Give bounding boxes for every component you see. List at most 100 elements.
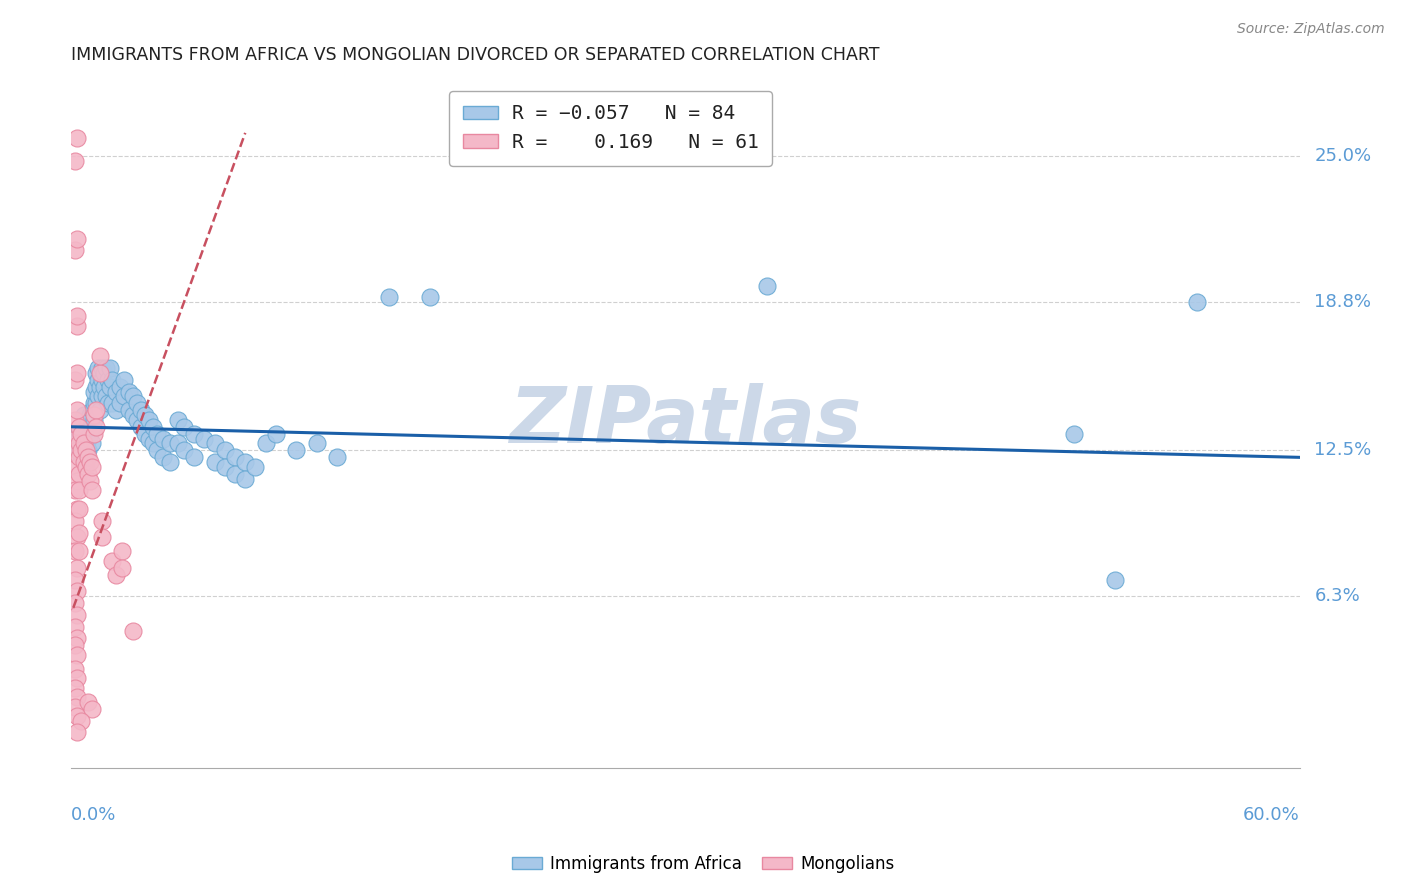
Point [72,443,94,458]
Point [66,474,89,488]
Point [87,389,110,403]
Legend: Immigrants from Africa, Mongolians: Immigrants from Africa, Mongolians [505,848,901,880]
Point [110,380,132,394]
Point [80,483,103,498]
Point [1104,573,1126,587]
Point [66,502,89,516]
Point [66,232,89,246]
Point [152,432,174,446]
Point [70,443,93,458]
Text: 60.0%: 60.0% [1243,805,1299,824]
Point [114,389,136,403]
Point [285,443,308,458]
Point [152,450,174,465]
Point [67,443,90,458]
Point [1063,426,1085,441]
Point [80,419,103,434]
Point [326,450,349,465]
Point [65,544,87,558]
Point [204,436,226,450]
Point [134,408,156,422]
Point [183,450,205,465]
Point [76,695,98,709]
Point [377,290,399,304]
Point [121,624,143,639]
Point [146,443,169,458]
Point [66,432,89,446]
Point [65,699,87,714]
Point [159,455,181,469]
Text: ZIPatlas: ZIPatlas [509,383,862,458]
Point [72,432,94,446]
Point [75,419,97,434]
Point [79,474,101,488]
Point [233,455,256,469]
Point [87,361,110,376]
Point [65,620,87,634]
Point [224,450,246,465]
Point [224,467,246,481]
Point [97,373,120,387]
Point [83,384,105,399]
Point [66,561,89,575]
Point [66,403,89,417]
Point [83,408,105,422]
Point [204,455,226,469]
Point [66,530,89,544]
Point [76,450,98,465]
Point [70,450,93,465]
Point [66,366,89,380]
Point [89,349,111,363]
Point [67,450,90,465]
Point [65,373,87,387]
Point [117,403,139,417]
Point [66,632,89,646]
Point [72,436,94,450]
Text: 12.5%: 12.5% [1315,442,1372,459]
Point [173,443,195,458]
Point [80,436,103,450]
Point [101,373,124,387]
Point [89,380,111,394]
Point [91,361,114,376]
Point [65,413,87,427]
Point [67,419,90,434]
Point [75,443,97,458]
Point [105,568,128,582]
Point [98,361,121,376]
Point [65,573,87,587]
Point [111,544,134,558]
Point [67,502,90,516]
Point [79,426,101,441]
Point [125,413,148,427]
Point [84,419,107,434]
Point [114,373,136,387]
Point [101,554,124,568]
Point [91,514,114,528]
Point [75,436,97,450]
Point [134,426,156,441]
Point [98,380,121,394]
Point [70,419,93,434]
Point [84,380,107,394]
Point [89,403,111,417]
Point [66,607,89,622]
Point [214,459,236,474]
Point [83,413,105,427]
Point [66,584,89,599]
Point [87,373,110,387]
Point [66,443,89,458]
Point [72,408,94,422]
Text: 25.0%: 25.0% [1315,147,1371,165]
Point [83,396,105,410]
Legend: R = −0.057   N = 84, R =    0.169   N = 61: R = −0.057 N = 84, R = 0.169 N = 61 [450,91,772,166]
Point [93,380,115,394]
Point [76,467,98,481]
Point [66,310,89,324]
Point [214,443,236,458]
Point [91,389,114,403]
Point [76,432,98,446]
Point [305,436,328,450]
Point [65,244,87,258]
Point [264,426,287,441]
